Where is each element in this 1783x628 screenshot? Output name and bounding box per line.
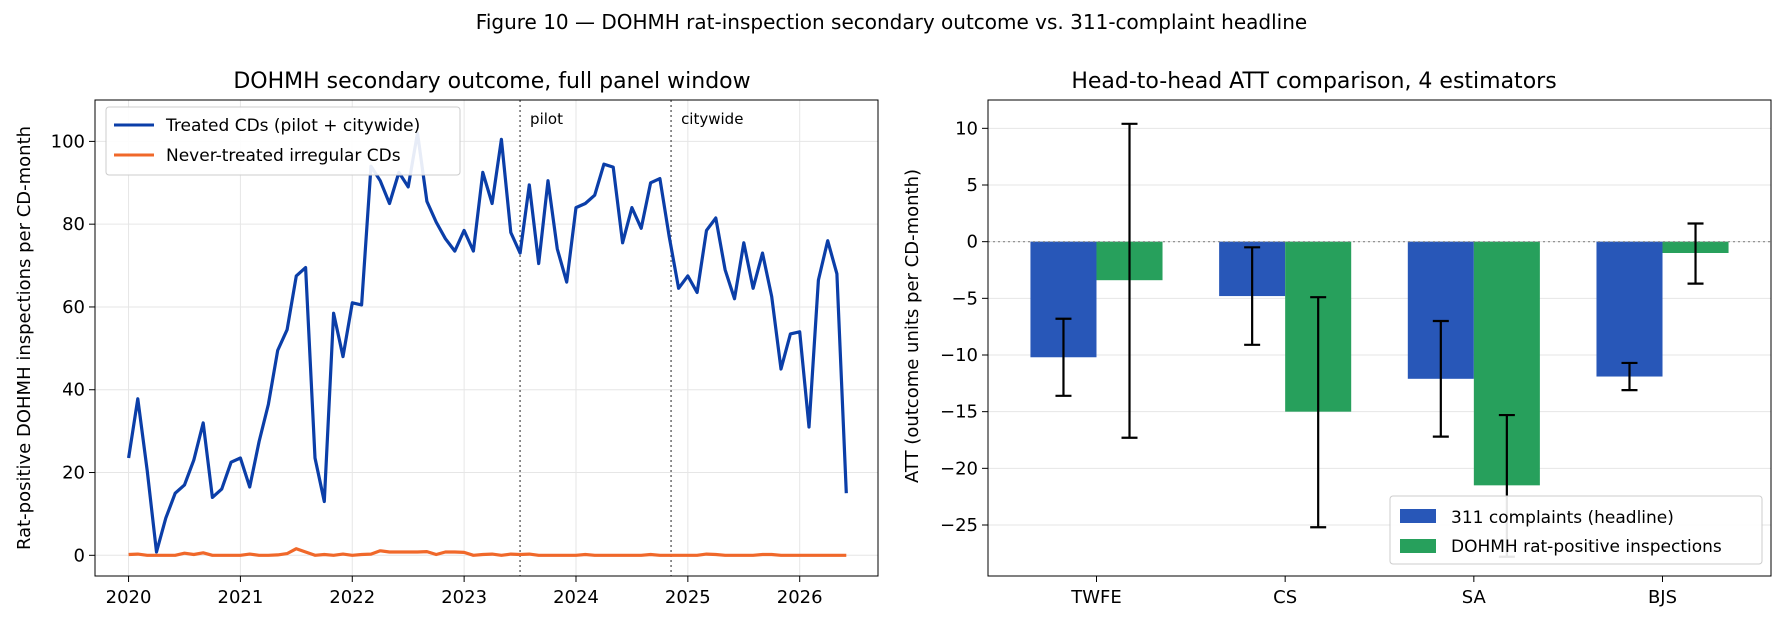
- y-tick-label: −20: [940, 458, 978, 479]
- y-tick-label: 40: [62, 380, 85, 401]
- legend-label-never-treated: Never-treated irregular CDs: [166, 146, 401, 166]
- y-tick-label: −5: [951, 288, 978, 309]
- bar-legend-box: [1389, 495, 1763, 565]
- legend-label-dohmh: DOHMH rat-positive inspections: [1451, 537, 1722, 557]
- y-tick-label: 0: [967, 232, 978, 253]
- x-tick-label: 2025: [665, 587, 711, 608]
- series-line-never-treated: [128, 547, 847, 557]
- y-tick-label: 5: [967, 175, 978, 196]
- line-panel-ylabel: Rat-positive DOHMH inspections per CD-mo…: [14, 126, 35, 550]
- x-tick-label: 2023: [441, 587, 487, 608]
- y-tick-label: 10: [955, 118, 978, 139]
- bar-panel-error-bars: [1055, 122, 1704, 558]
- legend-label-treated: Treated CDs (pilot + citywide): [165, 116, 420, 136]
- bar-panel-ticks: 10 5 0 −5 −10 −15 −20 −25 TWFE CS SA BJS: [940, 118, 1677, 608]
- y-tick-label: 100: [51, 131, 85, 152]
- x-tick-label: 2026: [777, 587, 823, 608]
- x-tick-label: 2022: [329, 587, 375, 608]
- bar-panel-ylabel: ATT (outcome units per CD-month): [902, 169, 923, 483]
- x-tick-label-bjs: BJS: [1648, 587, 1677, 608]
- line-panel-vlines: pilot citywide: [519, 100, 743, 576]
- x-tick-label: 2020: [106, 587, 152, 608]
- bar-panel-legend: 311 complaints (headline) DOHMH rat-posi…: [1389, 495, 1763, 565]
- line-panel-frame: [94, 99, 879, 577]
- bar-panel: Head-to-head ATT comparison, 4 estimator…: [902, 69, 1772, 608]
- y-tick-label: 20: [62, 463, 85, 484]
- y-tick-label: −15: [940, 402, 978, 423]
- legend-swatch-dohmh: [1400, 539, 1436, 553]
- y-tick-label: −10: [940, 345, 978, 366]
- vline-label-citywide: citywide: [681, 110, 743, 128]
- line-panel-legend: Treated CDs (pilot + citywide) Never-tre…: [105, 106, 461, 176]
- bar-311-bjs: [1596, 241, 1663, 377]
- y-tick-label: −25: [940, 515, 978, 536]
- legend-swatch-311: [1400, 509, 1436, 523]
- line-legend-box: [105, 106, 461, 176]
- line-panel-grid: [95, 100, 878, 576]
- line-panel-title: DOHMH secondary outcome, full panel wind…: [233, 69, 750, 94]
- line-panel-ticks: 2020 2021 2022 2023 2024 2025 2026 0 20 40 60 80 100: [51, 131, 823, 608]
- legend-label-311: 311 complaints (headline): [1451, 508, 1674, 528]
- line-panel-series: [127, 131, 848, 557]
- vline-label-pilot: pilot: [530, 110, 563, 128]
- bar-panel-title: Head-to-head ATT comparison, 4 estimator…: [1071, 69, 1556, 94]
- line-panel: DOHMH secondary outcome, full panel wind…: [14, 69, 879, 608]
- y-tick-label: 0: [74, 545, 85, 566]
- series-line-treated: [127, 131, 848, 554]
- y-tick-label: 80: [62, 214, 85, 235]
- x-tick-label-sa: SA: [1462, 587, 1487, 608]
- bar-panel-frame: [987, 99, 1772, 577]
- x-tick-label: 2024: [553, 587, 599, 608]
- x-tick-label-twfe: TWFE: [1070, 587, 1122, 608]
- figure-suptitle: Figure 10 — DOHMH rat-inspection seconda…: [476, 10, 1307, 34]
- y-tick-label: 60: [62, 297, 85, 318]
- x-tick-label: 2021: [218, 587, 264, 608]
- x-tick-label-cs: CS: [1273, 587, 1297, 608]
